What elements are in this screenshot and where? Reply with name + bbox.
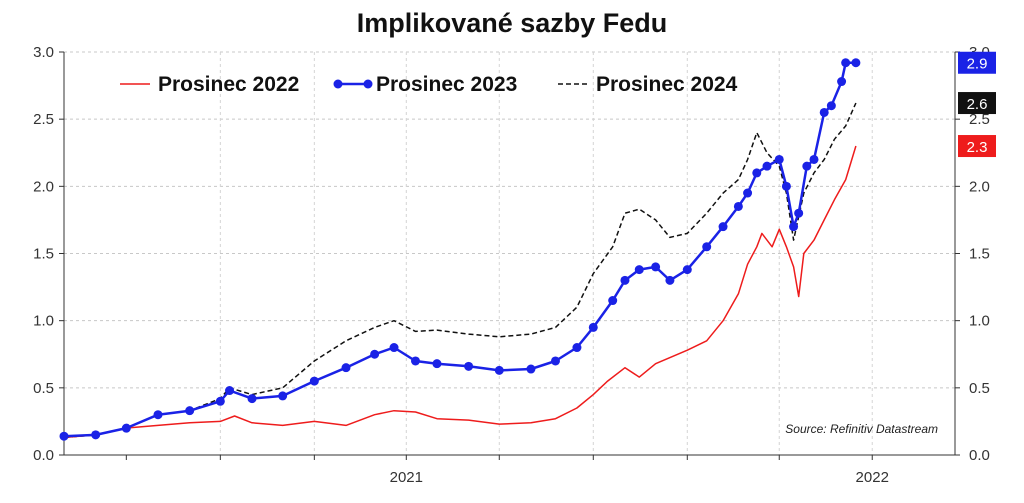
series-marker — [620, 275, 630, 285]
y-tick-label-right: 0.5 — [969, 380, 990, 397]
series-marker — [819, 107, 829, 117]
series-marker — [185, 406, 195, 416]
y-tick-label-left: 0.0 — [33, 447, 54, 464]
legend-marker — [333, 79, 343, 89]
series-marker — [781, 181, 791, 191]
series-marker — [121, 423, 131, 433]
series-marker — [762, 161, 772, 171]
tick-labels: 0.00.00.50.51.01.01.51.52.02.02.52.53.03… — [33, 44, 990, 486]
series-marker — [225, 386, 235, 396]
series-marker — [841, 58, 851, 68]
axes — [59, 51, 960, 460]
series-marker — [464, 361, 474, 371]
badge-label-0: 2.3 — [967, 139, 988, 156]
series-marker — [718, 222, 728, 232]
series-marker — [278, 391, 288, 401]
series-marker — [91, 430, 101, 440]
series-marker — [774, 154, 784, 164]
series-marker — [837, 77, 847, 87]
series-marker — [743, 188, 753, 198]
x-tick-label: 2021 — [390, 469, 423, 486]
series-marker — [702, 242, 712, 252]
chart-title: Implikované sazby Fedu — [357, 8, 668, 38]
series-line-2 — [63, 102, 857, 439]
series-marker — [215, 396, 225, 406]
series-marker — [370, 349, 380, 359]
series-marker — [682, 265, 692, 275]
series-marker — [247, 394, 257, 404]
source-note: Source: Refinitiv Datastream — [785, 422, 938, 436]
series-marker — [809, 154, 819, 164]
series-marker — [309, 376, 319, 386]
badge-1 — [958, 51, 996, 74]
badge-label-2: 2.6 — [967, 96, 988, 113]
y-tick-label-left: 2.5 — [33, 111, 54, 128]
badge-2 — [958, 92, 996, 115]
y-tick-label-right: 2.5 — [969, 111, 990, 128]
y-tick-label-left: 3.0 — [33, 44, 54, 61]
y-tick-label-right: 0.0 — [969, 447, 990, 464]
y-tick-label-left: 0.5 — [33, 380, 54, 397]
series-marker — [494, 365, 504, 375]
badge-label-1: 2.9 — [967, 56, 988, 73]
series-marker — [432, 359, 442, 369]
series-marker — [59, 431, 69, 441]
series-marker — [389, 343, 399, 353]
series-marker — [341, 363, 351, 373]
badge-0 — [958, 135, 996, 158]
series-marker — [826, 101, 836, 111]
series-marker — [526, 364, 536, 374]
series-group — [59, 58, 861, 441]
y-tick-label-right: 1.5 — [969, 246, 990, 263]
last-value-badges: 2.3 2.9 2.6 — [958, 51, 996, 158]
series-marker — [588, 322, 598, 332]
series-marker — [733, 201, 743, 211]
legend: Prosinec 2022 Prosinec 2023 Prosinec 2024 — [120, 73, 738, 96]
series-marker — [789, 222, 799, 232]
y-tick-label-right: 1.0 — [969, 313, 990, 330]
series-marker — [665, 275, 675, 285]
series-marker — [752, 168, 762, 178]
y-tick-label-right: 2.0 — [969, 178, 990, 195]
series-marker — [608, 296, 618, 306]
series-marker — [794, 208, 804, 218]
legend-marker — [363, 79, 373, 89]
series-line-0 — [63, 145, 857, 439]
series-marker — [802, 161, 812, 171]
legend-label-1: Prosinec 2023 — [376, 73, 517, 96]
series-marker — [153, 410, 163, 420]
y-tick-label-left: 1.5 — [33, 246, 54, 263]
x-tick-label: 2022 — [856, 469, 889, 486]
series-marker — [410, 356, 420, 366]
y-tick-label-left: 1.0 — [33, 313, 54, 330]
series-marker — [851, 58, 861, 68]
legend-label-0: Prosinec 2022 — [158, 73, 299, 96]
series-marker — [634, 265, 644, 275]
series-marker — [550, 356, 560, 366]
y-tick-label-left: 2.0 — [33, 178, 54, 195]
series-marker — [651, 262, 661, 272]
series-marker — [572, 343, 582, 353]
legend-label-2: Prosinec 2024 — [596, 73, 738, 96]
grid — [64, 51, 955, 455]
